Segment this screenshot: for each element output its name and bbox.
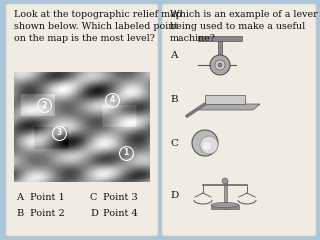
Text: Point 4: Point 4 — [103, 210, 138, 218]
Circle shape — [192, 130, 218, 156]
Text: D: D — [170, 191, 178, 199]
Circle shape — [218, 63, 222, 67]
Text: 4: 4 — [110, 95, 115, 104]
Circle shape — [210, 55, 230, 75]
Text: B: B — [170, 96, 178, 104]
Text: Look at the topographic relief map
shown below. Which labeled point
on the map i: Look at the topographic relief map shown… — [14, 10, 182, 43]
Text: Point 1: Point 1 — [30, 193, 65, 203]
Circle shape — [222, 178, 228, 184]
FancyBboxPatch shape — [162, 4, 316, 236]
Bar — [218, 41, 222, 63]
FancyBboxPatch shape — [6, 4, 158, 236]
Ellipse shape — [211, 203, 239, 208]
Circle shape — [203, 142, 211, 150]
Bar — [223, 181, 227, 209]
Bar — [198, 36, 242, 41]
Text: D: D — [90, 210, 98, 218]
Text: A: A — [170, 50, 178, 60]
Text: 3: 3 — [57, 128, 62, 137]
Text: Point 3: Point 3 — [103, 193, 138, 203]
Bar — [211, 205, 239, 209]
Text: 2: 2 — [42, 101, 47, 110]
Text: Which is an example of a lever
being used to make a useful
machine?: Which is an example of a lever being use… — [170, 10, 318, 43]
Circle shape — [215, 60, 225, 70]
Text: Point 2: Point 2 — [30, 210, 65, 218]
Text: A: A — [16, 193, 23, 203]
Polygon shape — [197, 104, 260, 110]
Text: C: C — [170, 138, 178, 148]
Text: B: B — [16, 210, 23, 218]
Text: C: C — [90, 193, 97, 203]
Text: 1: 1 — [123, 148, 129, 157]
Circle shape — [200, 136, 218, 154]
Polygon shape — [205, 95, 245, 104]
